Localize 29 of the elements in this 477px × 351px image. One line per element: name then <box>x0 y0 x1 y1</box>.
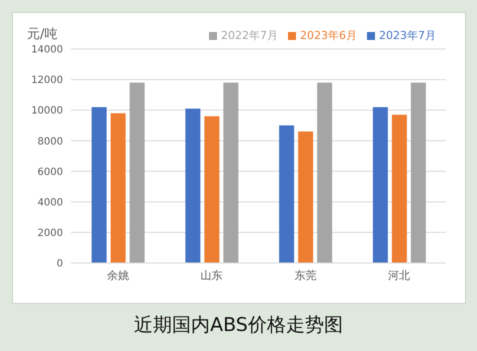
bar <box>372 107 388 263</box>
bar <box>279 125 294 263</box>
bar <box>92 107 107 263</box>
bar <box>223 82 238 263</box>
y-tick-label: 6000 <box>38 166 63 178</box>
y-tick-label: 10000 <box>31 106 63 117</box>
bar <box>204 116 220 263</box>
legend-label: 2023年7月 <box>379 29 436 42</box>
bar <box>317 82 332 263</box>
y-tick-label: 8000 <box>38 136 63 148</box>
bar <box>298 132 314 263</box>
legend-label: 2023年6月 <box>300 29 357 42</box>
x-tick-label: 山东 <box>200 268 223 282</box>
x-tick-label: 东莞 <box>294 268 316 282</box>
legend-label: 2022年7月 <box>221 29 278 42</box>
y-tick-label: 4000 <box>38 197 63 208</box>
bar <box>185 108 200 263</box>
bar <box>110 113 126 263</box>
y-tick-label: 12000 <box>31 75 63 86</box>
bar <box>130 82 145 263</box>
text: 近期国内ABS价格走势图 <box>133 313 344 338</box>
y-tick-label: 0 <box>56 258 63 270</box>
y-tick-label: 2000 <box>38 228 63 239</box>
bar <box>392 114 407 263</box>
x-tick-label: 河北 <box>388 268 410 282</box>
y-tick-label: 14000 <box>31 44 63 56</box>
x-tick-label: 余姚 <box>106 268 129 282</box>
y-axis-title: 元/吨 <box>27 26 58 43</box>
bar <box>410 82 426 263</box>
